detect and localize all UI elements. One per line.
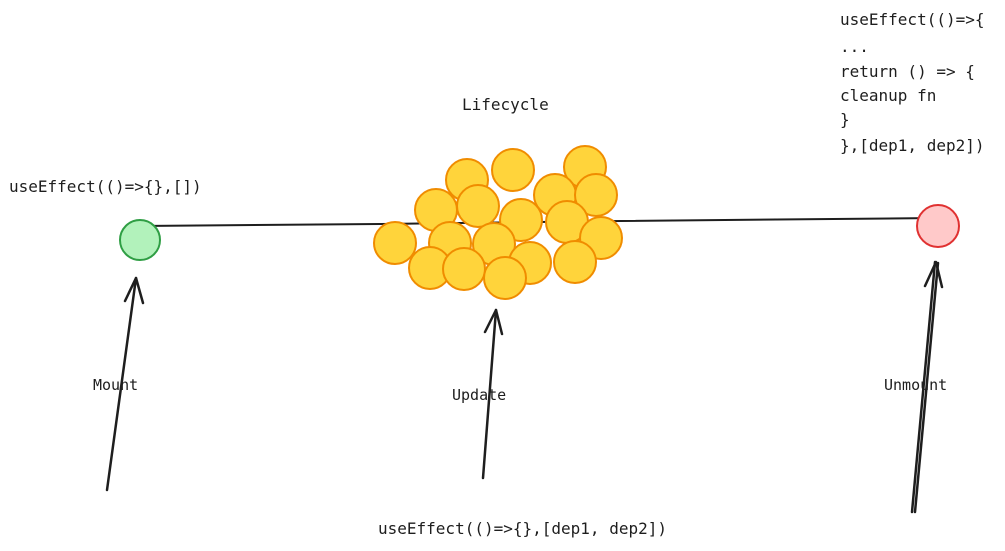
- unmount-code-line: },[dep1, dep2]): [840, 136, 985, 155]
- mount-code-label: useEffect(()=>{},[]): [9, 177, 202, 196]
- mount-arrow: [105, 276, 145, 492]
- update-bubble: [442, 247, 486, 291]
- unmount-label: Unmount: [884, 376, 947, 394]
- update-code-label: useEffect(()=>{},[dep1, dep2]): [378, 519, 667, 538]
- unmount-code-line: cleanup fn: [840, 86, 936, 105]
- update-arrow: [481, 308, 504, 480]
- unmount-code-line: }: [840, 110, 850, 129]
- unmount-arrow: [910, 260, 944, 514]
- update-bubble: [373, 221, 417, 265]
- unmount-code-line: ...: [840, 37, 869, 56]
- unmount-code-block: useEffect(()=>{ ... return () => { clean…: [840, 10, 985, 155]
- update-bubble: [483, 256, 527, 300]
- mount-label: Mount: [93, 376, 138, 394]
- update-bubble: [574, 173, 618, 217]
- unmount-code-line: return () => {: [840, 62, 975, 81]
- unmount-code-line: useEffect(()=>{: [840, 10, 985, 29]
- update-bubble: [553, 240, 597, 284]
- update-bubble: [456, 184, 500, 228]
- update-label: Update: [452, 386, 506, 404]
- unmount-node: [916, 204, 960, 248]
- update-bubble: [491, 148, 535, 192]
- update-bubble-cluster: [373, 145, 623, 300]
- mount-node: [119, 219, 161, 261]
- lifecycle-title: Lifecycle: [462, 95, 549, 114]
